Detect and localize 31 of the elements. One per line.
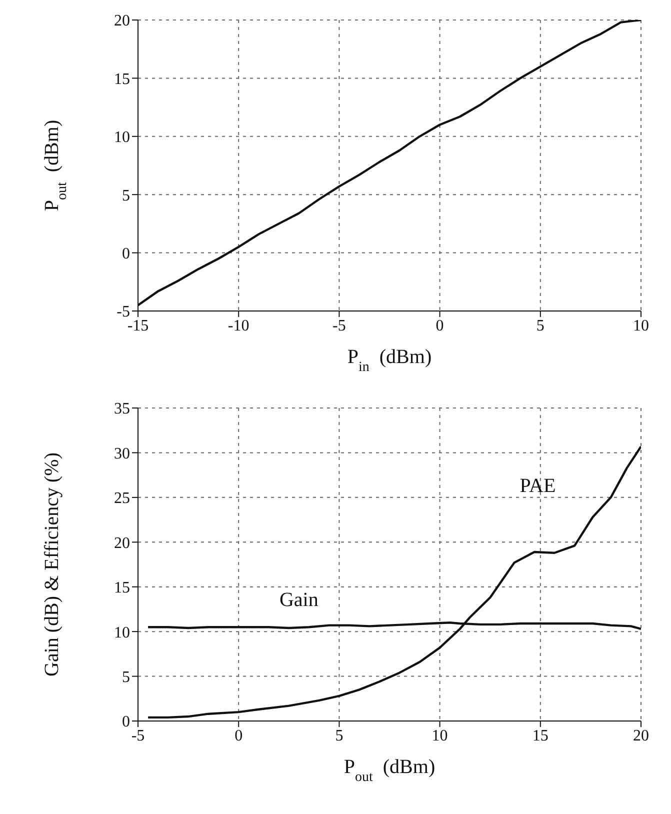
y-tick-label: 5 (122, 668, 130, 686)
x-tick-label: -15 (127, 317, 149, 334)
series-label: Gain (279, 588, 318, 611)
line-series (146, 445, 641, 719)
y-tick-label: 30 (114, 445, 130, 462)
x-tick-label: 15 (532, 727, 548, 744)
x-tick-label: 5 (335, 727, 344, 744)
x-tick-label: 10 (633, 317, 649, 334)
text: PAE (520, 475, 556, 498)
y-tick-label: 20 (114, 534, 130, 552)
x-axis-title: P$_{out}$ (dBm) (344, 756, 436, 784)
y-tick-label: 15 (114, 580, 130, 597)
x-tick-label: 0 (436, 317, 444, 334)
y-tick-label: 35 (114, 400, 130, 418)
x-tick-label: -5 (332, 317, 346, 334)
x-axis-title: P$_{in}$ (dBm) (347, 346, 432, 374)
y-tick-label: 10 (114, 624, 130, 642)
x-tick-label: -10 (228, 317, 250, 334)
y-tick-label: 5 (122, 187, 130, 204)
y-tick-label: 10 (114, 129, 130, 146)
y-tick-label: 25 (114, 490, 130, 508)
y-tick-label: 20 (114, 12, 130, 30)
y-tick-label: 0 (122, 245, 130, 262)
y-tick-label: 0 (122, 714, 130, 731)
x-tick-label: 10 (432, 727, 448, 744)
y-tick-label: 15 (114, 70, 130, 88)
x-tick-label: 20 (633, 727, 649, 744)
x-tick-label: 0 (234, 727, 243, 744)
y-tick-label: -5 (116, 304, 130, 321)
y-axis-title: Gain (dB) & Efficiency (%) (41, 452, 63, 676)
x-tick-label: 5 (536, 317, 544, 334)
